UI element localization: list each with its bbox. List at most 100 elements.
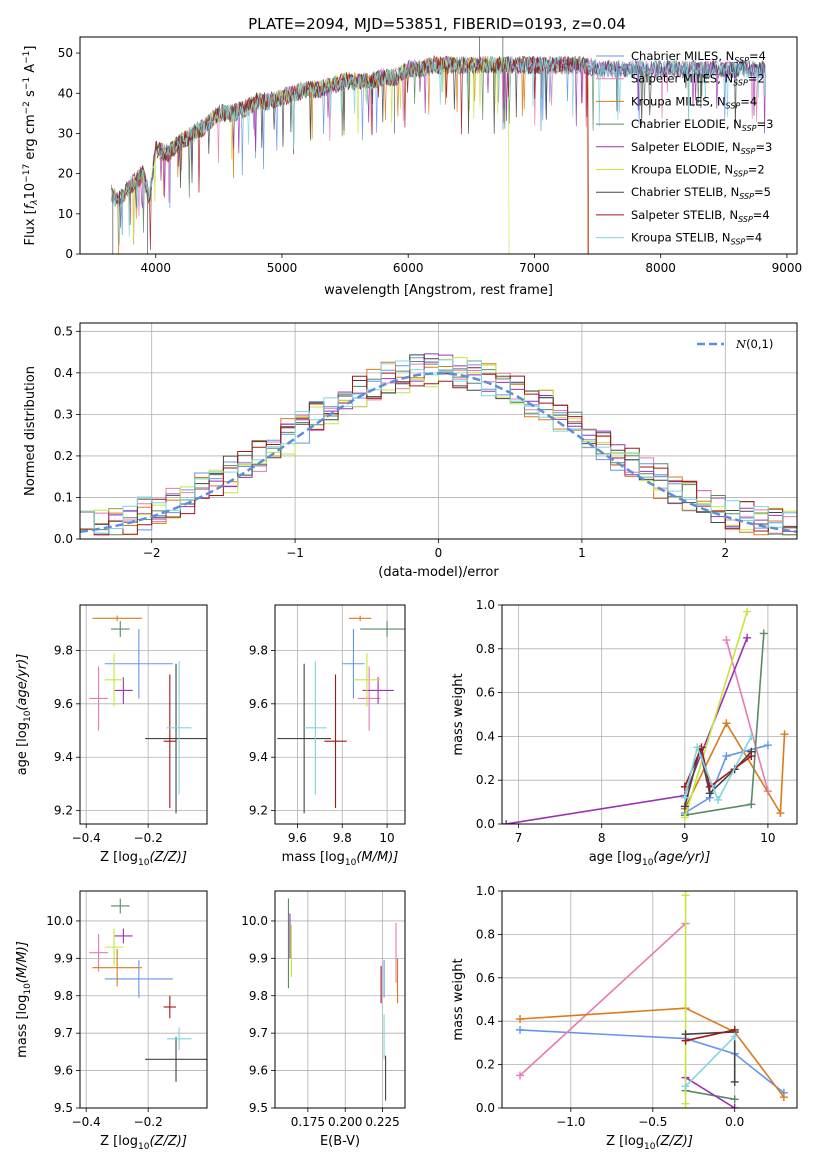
x-tick-label: −1.0: [556, 1115, 585, 1129]
label-part: ]: [23, 46, 38, 51]
label-part: Salpeter STELIB, N: [631, 208, 738, 222]
weight-series-line: [519, 922, 687, 1077]
panels: 4000 5000 6000 7000 8000 900001020304050wavel…: [15, 36, 802, 1152]
label-part: (age/yr)]: [653, 850, 710, 865]
label-part: mass [log: [282, 850, 345, 865]
label-part: SSP: [734, 56, 749, 65]
label-part: Z [log: [100, 1134, 138, 1149]
weight-marker: [776, 809, 785, 818]
errorbar-points: [287, 898, 399, 1101]
legend-label: Kroupa MILES, NSSP=4: [631, 94, 757, 110]
weight-series-line: [725, 639, 769, 792]
axes-frame: [501, 890, 798, 1109]
legend-label: N(0,1): [735, 337, 773, 351]
y-tick-label: 9.8: [249, 643, 268, 657]
x-tick-label: −2: [143, 546, 161, 560]
weight-marker: [747, 732, 756, 741]
errorbar-points: [89, 615, 207, 814]
y-tick-label: 9.9: [249, 951, 268, 965]
spectrum-series-line: [111, 55, 766, 245]
y-tick-label: 9.4: [249, 750, 268, 764]
label-part: =4: [740, 94, 757, 108]
x-axis-label: age [log10(age/yr)]: [589, 850, 711, 868]
y-tick-label: 9.6: [54, 1064, 73, 1078]
label-part: 10: [345, 858, 357, 868]
x-tick-label: 7: [515, 831, 523, 845]
weight-series-line: [519, 1007, 785, 1098]
weight-series-line: [684, 736, 753, 802]
axes-frame: [274, 604, 406, 825]
label-part: −1: [22, 77, 32, 90]
legend-label: Salpeter STELIB, NSSP=4: [631, 208, 770, 224]
y-tick-label: 0: [65, 247, 73, 261]
axes-frame: [79, 322, 798, 540]
weight-lines: [502, 607, 789, 824]
weight-marker: [516, 1071, 525, 1080]
weight-marker: [516, 1025, 525, 1034]
x-tick-label: −0.5: [638, 1115, 667, 1129]
weight-marker: [722, 752, 731, 761]
label-part: 10: [644, 1142, 656, 1152]
weight-vs-age-y-label: mass weight: [451, 673, 466, 755]
spectrum-lines: [111, 37, 766, 254]
label-part: =3: [757, 117, 774, 131]
y-tick-label: 9.7: [249, 1026, 268, 1040]
label-part: SSP: [739, 192, 754, 201]
weight-marker: [681, 1036, 690, 1045]
label-part: Z [log: [606, 1134, 644, 1149]
label-part: −1: [22, 51, 32, 64]
x-tick-label: 10: [379, 831, 394, 845]
y-tick-label: 9.6: [249, 1064, 268, 1078]
y-tick-label: 0.3: [54, 407, 73, 421]
x-tick-label: 0.225: [365, 1115, 399, 1129]
legend-label: Kroupa STELIB, NSSP=4: [631, 231, 762, 247]
label-part: 10: [138, 858, 150, 868]
x-tick-label: 0.0: [725, 1115, 744, 1129]
y-tick-label: 9.2: [54, 804, 73, 818]
x-tick-label: 0.200: [328, 1115, 362, 1129]
weight-marker: [730, 1095, 739, 1104]
weight-series-line: [685, 1035, 736, 1087]
label-part: Flux [: [23, 209, 38, 245]
normal-reference-curve: [80, 372, 797, 533]
y-tick-label: 9.8: [54, 643, 73, 657]
legend-label: Chabrier MILES, NSSP=4: [631, 49, 766, 65]
weight-marker: [680, 793, 689, 802]
weight-marker: [759, 629, 768, 638]
y-tick-label: 0.6: [476, 971, 495, 985]
label-part: Chabrier MILES, N: [631, 49, 734, 63]
y-tick-label: 10: [58, 207, 73, 221]
spectrum-series-line: [111, 54, 589, 254]
axes-frame: [501, 604, 798, 825]
weight-marker: [747, 800, 756, 809]
y-tick-label: 0.4: [54, 366, 73, 380]
label-part: (Z/Z)]: [149, 1134, 186, 1149]
y-tick-label: 0.0: [476, 1101, 495, 1115]
label-part: 10: [138, 1142, 150, 1152]
label-part: SSP: [742, 124, 757, 133]
label-part: erg cm: [23, 114, 38, 163]
label-part: 10: [23, 710, 33, 722]
label-part: age [log: [15, 722, 30, 775]
label-part: (Z/Z)]: [655, 1134, 692, 1149]
label-part: −2: [22, 101, 32, 114]
spectrum-y-label: Flux [fλ10−17 erg cm−2 s−1 A−1]: [22, 46, 40, 246]
weight-marker: [680, 802, 689, 811]
weight-series-line: [685, 1029, 735, 1042]
weight-vs-Z-panel: −1.0 −0.5 0.0 0.0 0.2 0.4 0.6 0.8 1.0 Z [log10(Z/…: [451, 884, 798, 1152]
label-part: Kroupa STELIB, N: [631, 231, 731, 245]
weight-marker: [763, 741, 772, 750]
x-tick-label: 8: [598, 831, 606, 845]
axes-frame: [79, 604, 208, 825]
x-tick-label: −1: [286, 546, 304, 560]
label-part: s: [23, 90, 38, 101]
label-part: N: [735, 337, 747, 351]
y-tick-label: 9.7: [54, 1026, 73, 1040]
x-axis-label: Z [log10(Z/Z)]: [100, 1134, 187, 1152]
legend-label: Kroupa ELODIE, NSSP=2: [631, 163, 765, 179]
y-tick-label: 0.8: [476, 642, 495, 656]
y-tick-label: 0.4: [476, 1014, 495, 1028]
weight-marker: [714, 795, 723, 804]
